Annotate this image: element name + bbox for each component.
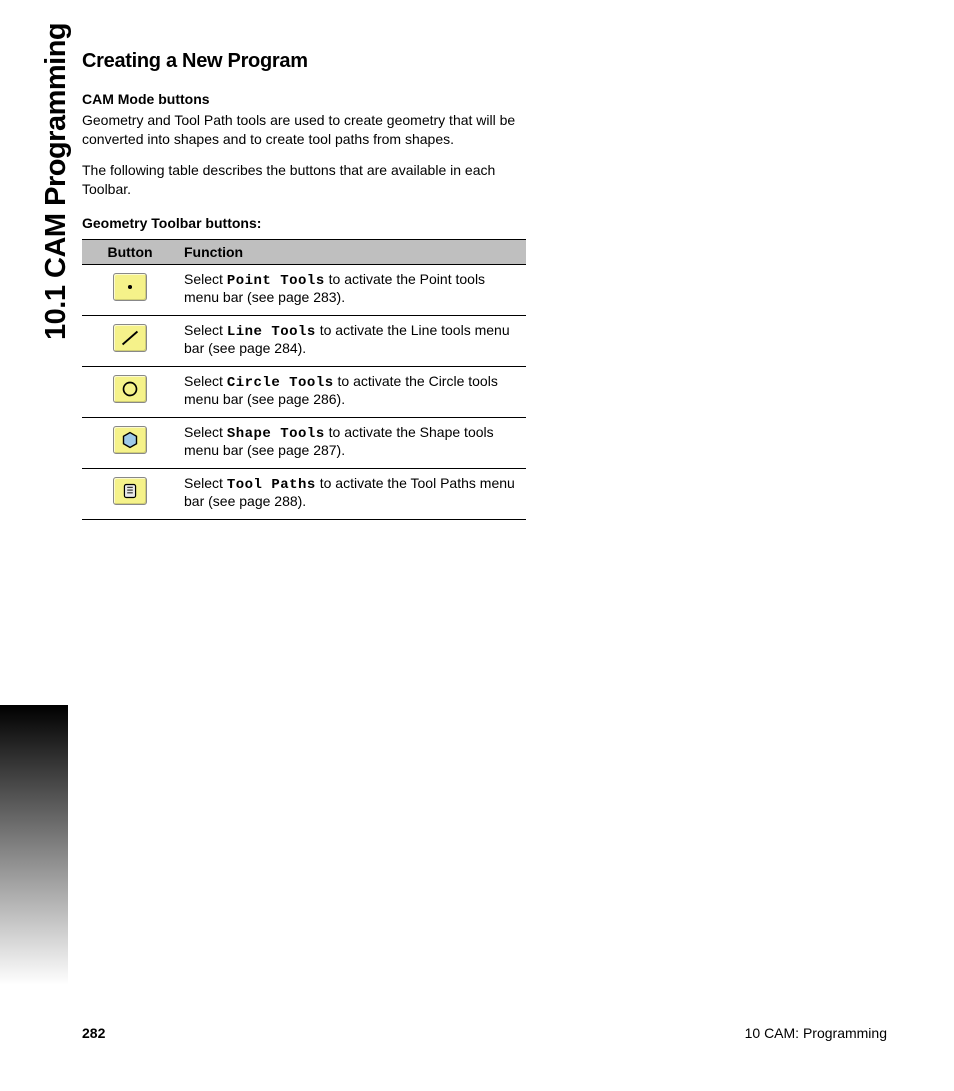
text-prefix: Select (184, 322, 227, 338)
circle-tools-icon (113, 375, 147, 403)
table-cell-function: Select Tool Paths to activate the Tool P… (178, 468, 526, 519)
line-tools-icon (113, 324, 147, 352)
side-section-title: 10.1 CAM Programming (40, 23, 73, 340)
table-row: Select Circle Tools to activate the Circ… (82, 366, 526, 417)
paragraph-2: The following table describes the button… (82, 161, 527, 199)
table-header-function: Function (178, 239, 526, 264)
table-row: Select Shape Tools to activate the Shape… (82, 417, 526, 468)
text-bold: Tool Paths (227, 477, 316, 493)
text-prefix: Select (184, 475, 227, 491)
page-number: 282 (82, 1025, 105, 1041)
text-bold: Shape Tools (227, 426, 325, 442)
table-row: Select Point Tools to activate the Point… (82, 264, 526, 315)
table-label: Geometry Toolbar buttons: (82, 215, 887, 231)
point-tools-icon (113, 273, 147, 301)
chapter-label: 10 CAM: Programming (745, 1025, 887, 1041)
shape-tools-icon (113, 426, 147, 454)
table-cell-function: Select Point Tools to activate the Point… (178, 264, 526, 315)
page-heading: Creating a New Program (82, 50, 887, 73)
text-prefix: Select (184, 424, 227, 440)
text-prefix: Select (184, 373, 227, 389)
text-bold: Point Tools (227, 273, 325, 289)
page-footer: 282 10 CAM: Programming (82, 1025, 887, 1041)
tool-paths-icon (113, 477, 147, 505)
table-header-button: Button (82, 239, 178, 264)
paragraph-1: Geometry and Tool Path tools are used to… (82, 111, 527, 149)
table-row: Select Tool Paths to activate the Tool P… (82, 468, 526, 519)
main-content: Creating a New Program CAM Mode buttons … (82, 50, 887, 520)
sub-heading: CAM Mode buttons (82, 91, 887, 107)
table-cell-function: Select Line Tools to activate the Line t… (178, 315, 526, 366)
text-bold: Line Tools (227, 324, 316, 340)
table-row: Select Line Tools to activate the Line t… (82, 315, 526, 366)
text-prefix: Select (184, 271, 227, 287)
table-cell-function: Select Shape Tools to activate the Shape… (178, 417, 526, 468)
side-gradient (0, 705, 68, 985)
text-bold: Circle Tools (227, 375, 334, 391)
table-cell-function: Select Circle Tools to activate the Circ… (178, 366, 526, 417)
geometry-toolbar-table: Button Function Select Point Tools to ac… (82, 239, 526, 520)
